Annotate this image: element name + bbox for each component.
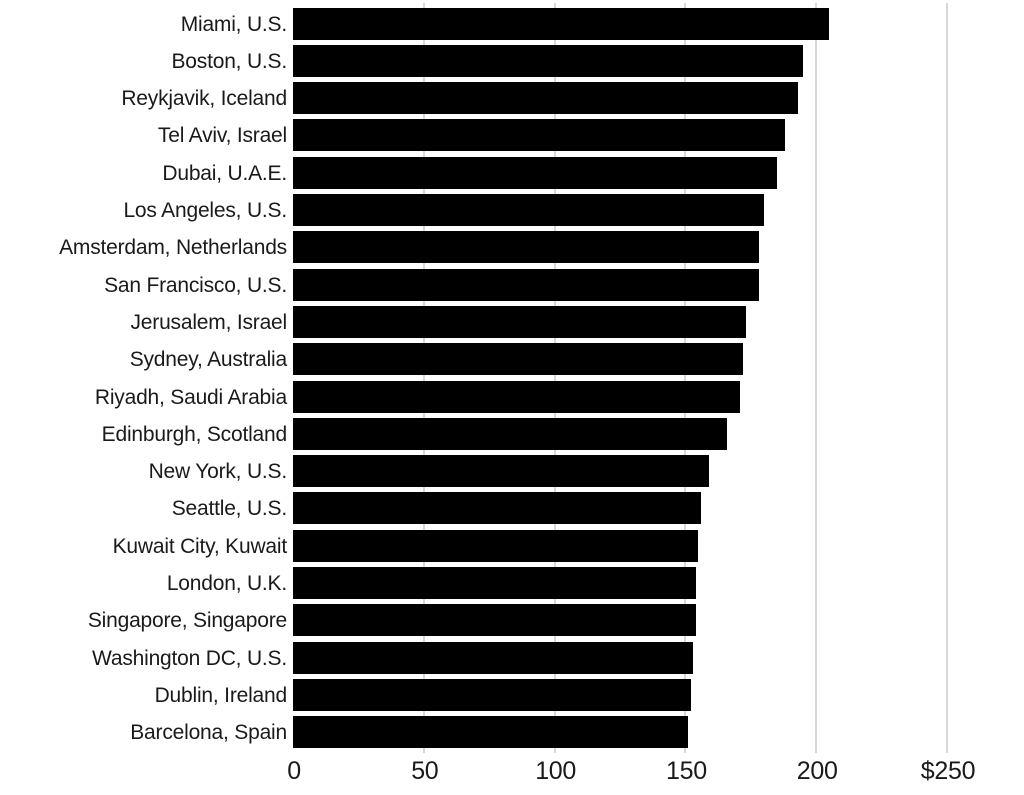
bar-row: Dublin, Ireland [0, 678, 1024, 711]
x-axis-tick-label: 50 [411, 757, 439, 785]
gridline-250 [946, 3, 948, 753]
bar [293, 641, 694, 674]
bar [293, 529, 699, 562]
bar [293, 119, 785, 152]
bar-row: Jerusalem, Israel [0, 305, 1024, 338]
bar [293, 380, 741, 413]
category-label: Washington DC, U.S. [92, 646, 287, 670]
bar-row: Los Angeles, U.S. [0, 194, 1024, 226]
bar [293, 82, 798, 115]
x-axis-tick-label: 100 [535, 757, 576, 785]
bar [293, 44, 804, 77]
category-label: San Francisco, U.S. [104, 273, 287, 297]
bar [293, 678, 691, 711]
category-label: Reykjavik, Iceland [121, 87, 287, 111]
bar-row: Riyadh, Saudi Arabia [0, 380, 1024, 413]
bar-row: Sydney, Australia [0, 343, 1024, 376]
category-label: Barcelona, Spain [130, 721, 287, 745]
category-label: London, U.K. [166, 572, 287, 595]
category-label: New York, U.S. [148, 460, 288, 484]
gridline-100 [553, 3, 556, 753]
category-label: Boston, U.S. [171, 49, 288, 73]
category-label: Jerusalem, Israel [130, 310, 288, 334]
bar [293, 194, 764, 226]
x-axis-tick-label: $250 [920, 757, 976, 785]
x-axis-tick-label: 200 [796, 757, 838, 785]
bar [293, 7, 830, 40]
bar [293, 492, 702, 525]
bar-row: Amsterdam, Netherlands [0, 231, 1024, 264]
bar [293, 716, 689, 749]
gridline-50 [422, 3, 425, 753]
gridline-150 [684, 3, 687, 753]
bar-row: New York, U.S. [0, 455, 1024, 488]
bar-row: Kuwait City, Kuwait [0, 529, 1024, 562]
x-axis-tick-label: 0 [287, 757, 301, 785]
bar-row: Washington DC, U.S. [0, 641, 1024, 674]
category-label: Miami, U.S. [180, 12, 288, 36]
category-label: Seattle, U.S. [171, 497, 287, 521]
category-label: Kuwait City, Kuwait [112, 534, 288, 558]
category-label: Singapore, Singapore [87, 609, 287, 633]
bar-row: Seattle, U.S. [0, 492, 1024, 525]
bar [293, 567, 696, 599]
category-label: Edinburgh, Scotland [101, 422, 288, 446]
bar-row: Miami, U.S. [0, 7, 1024, 40]
category-label: Dubai, U.A.E. [162, 161, 287, 185]
bar-row: Dubai, U.A.E. [0, 156, 1024, 189]
bar-row: Barcelona, Spain [0, 716, 1024, 749]
bar [293, 455, 709, 488]
bar-row: Edinburgh, Scotland [0, 417, 1024, 450]
bar [293, 604, 696, 637]
category-label: Dublin, Ireland [154, 683, 288, 707]
bar [293, 156, 777, 189]
x-axis-tick-label: 150 [665, 757, 707, 785]
bar [293, 305, 746, 338]
bar [293, 231, 759, 264]
bar-row: Singapore, Singapore [0, 604, 1024, 637]
category-label: Sydney, Australia [129, 348, 288, 372]
bar-row: San Francisco, U.S. [0, 268, 1024, 301]
bar [293, 417, 728, 450]
bar [293, 343, 743, 376]
bar-row: Boston, U.S. [0, 44, 1024, 77]
bar-row: London, U.K. [0, 567, 1024, 599]
bar-row: Reykjavik, Iceland [0, 82, 1024, 115]
category-label: Tel Aviv, Israel [157, 124, 287, 148]
bar-row: Tel Aviv, Israel [0, 119, 1024, 152]
category-label: Riyadh, Saudi Arabia [94, 385, 287, 409]
gridline-200 [815, 3, 818, 753]
bar [293, 268, 759, 301]
category-label: Amsterdam, Netherlands [59, 236, 287, 260]
category-label: Los Angeles, U.S. [123, 199, 287, 222]
